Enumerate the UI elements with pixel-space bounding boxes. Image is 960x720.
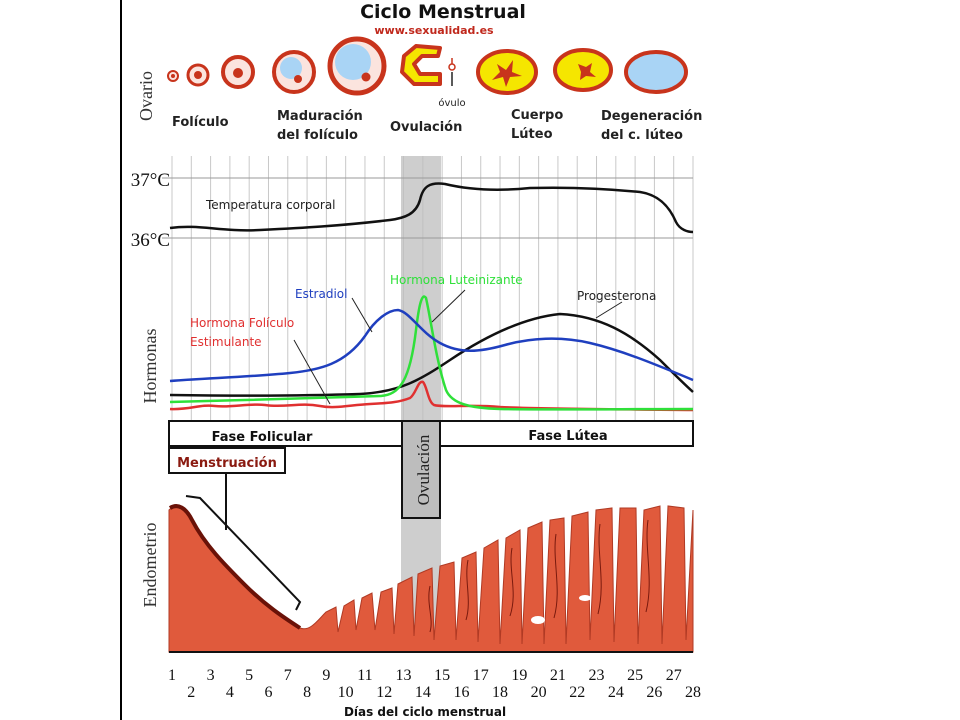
corpus-albicans-icon [624, 50, 688, 94]
day-label: 14 [415, 684, 431, 701]
day-label: 17 [473, 667, 489, 684]
ovum-label: óvulo [438, 97, 465, 109]
ovulation-vertical-label: Ovulación [414, 434, 433, 505]
endometrial-vessel-gap [579, 595, 591, 601]
fsh-label-line1: Hormona Folículo [190, 316, 294, 330]
ovary-stage-cuerpo: Cuerpo [511, 108, 563, 123]
day-label: 25 [627, 667, 643, 684]
endometrium-panel: Endometrio [140, 495, 694, 653]
day-label: 12 [376, 684, 392, 701]
day-label: 20 [531, 684, 547, 701]
temp-tick-37: 37°C [131, 170, 170, 191]
source-url: www.sexualidad.es [374, 24, 494, 37]
ovary-section-label: Ovario [136, 71, 156, 121]
ovary-stage-degeneracion: Degeneración [601, 109, 702, 124]
fsh-label-line2: Estimulante [190, 335, 262, 349]
progesterone-label: Progesterona [577, 289, 656, 303]
ovary-stage-del-foliculo: del folículo [277, 128, 358, 143]
estradiol-curve [169, 308, 694, 383]
progesterone-leader-line [595, 301, 623, 319]
day-label: 28 [685, 684, 701, 701]
ovary-stage-folliculo: Folículo [172, 115, 229, 130]
follicle-medium-icon [186, 63, 210, 87]
corpus-luteum-icon [476, 49, 538, 95]
ovulation-icon [400, 44, 456, 86]
shedding-bracket [185, 495, 302, 611]
day-label: 26 [646, 684, 662, 701]
temperature-label: Temperatura corporal [205, 198, 336, 212]
maturing-follicle-icon [272, 50, 316, 94]
hormones-panel: Hormonas Estradiol Hormona Luteinizante … [140, 273, 694, 412]
day-label: 13 [396, 667, 412, 684]
fsh-leader-line [293, 339, 331, 405]
lh-label: Hormona Luteinizante [390, 273, 523, 287]
left-border-rule [120, 0, 122, 720]
estradiol-leader-line [351, 297, 373, 333]
fsh-curve [169, 380, 694, 412]
menstruation-box [168, 447, 286, 474]
day-label: 15 [434, 667, 450, 684]
day-label: 23 [589, 667, 605, 684]
day-label: 18 [492, 684, 508, 701]
ovary-stage-del-c-luteo: del c. lúteo [601, 128, 683, 143]
ovary-stage-maduracion: Maduración [277, 109, 363, 124]
progesterone-curve [169, 312, 694, 397]
day-label: 11 [357, 667, 372, 684]
day-label: 21 [550, 667, 566, 684]
follicle-small-icon [167, 70, 179, 82]
ovulation-box [401, 420, 441, 519]
day-label: 5 [245, 667, 253, 684]
lh-curve [169, 295, 694, 411]
day-label: 4 [226, 684, 234, 701]
endometrium-section-label: Endometrio [140, 523, 160, 608]
menstrual-shedding-edge [168, 504, 302, 630]
ovary-stage-luteo: Lúteo [511, 127, 553, 142]
day-labels: 1234567891011121314151617181920212223242… [168, 667, 701, 701]
day-label: 1 [168, 667, 176, 684]
follicular-phase-label: Fase Folicular [212, 430, 313, 445]
estradiol-label: Estradiol [295, 287, 347, 301]
day-label: 22 [569, 684, 585, 701]
day-label: 24 [608, 684, 624, 701]
day-label: 6 [264, 684, 272, 701]
day-label: 10 [338, 684, 354, 701]
luteal-phase-label: Fase Lútea [528, 429, 607, 444]
day-label: 19 [511, 667, 527, 684]
menstruation-label: Menstruación [177, 456, 277, 471]
day-label: 2 [187, 684, 195, 701]
day-label: 7 [284, 667, 292, 684]
temperature-curve [169, 182, 694, 234]
follicle-large-icon [221, 55, 255, 89]
ovary-stage-icons: óvulo [167, 36, 688, 109]
day-label: 8 [303, 684, 311, 701]
endometrial-glands [428, 519, 650, 633]
lh-leader-line [431, 289, 466, 323]
day-label: 3 [207, 667, 215, 684]
day-label: 16 [453, 684, 469, 701]
ovary-stage-ovulacion: Ovulación [390, 120, 462, 135]
phase-bar: Fase Folicular Fase Lútea Ovulación Mens… [168, 420, 694, 530]
temp-tick-36: 36°C [131, 230, 170, 251]
corpus-luteum-late-icon [553, 48, 613, 92]
endometrial-vessel-gap [531, 616, 545, 624]
diagram-title: Ciclo Menstrual [360, 1, 526, 23]
mature-follicle-icon [327, 36, 387, 96]
day-label: 27 [666, 667, 682, 684]
temperature-panel: 37°C 36°C Temperatura corporal [131, 170, 694, 251]
hormones-section-label: Hormonas [140, 329, 160, 404]
day-label: 9 [322, 667, 330, 684]
x-axis-label: Días del ciclo menstrual [344, 705, 506, 719]
